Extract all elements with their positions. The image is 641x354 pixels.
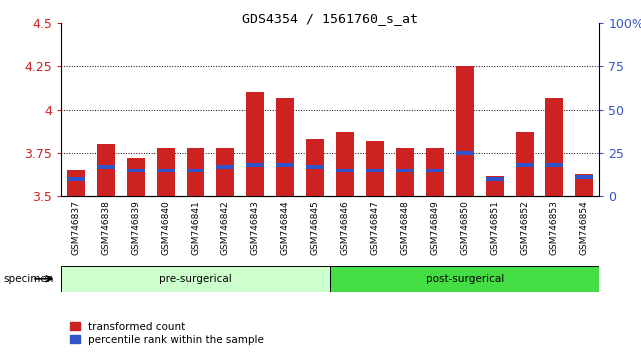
Bar [97,165,115,169]
Bar [426,148,444,196]
Bar [67,177,85,181]
Text: post-surgerical: post-surgerical [426,274,504,284]
Bar [545,98,563,196]
Bar [187,169,204,172]
Bar [246,92,264,196]
Bar [396,169,414,172]
Bar [456,151,474,155]
Bar [366,141,384,196]
Text: GSM746845: GSM746845 [311,200,320,255]
Bar [156,169,174,172]
Bar [366,169,384,172]
Text: GDS4354 / 1561760_s_at: GDS4354 / 1561760_s_at [242,12,418,25]
Bar [67,171,85,196]
Bar [426,169,444,172]
Bar [306,139,324,196]
Text: GSM746841: GSM746841 [191,200,200,255]
Bar [276,163,294,167]
Bar [515,132,533,196]
Bar [336,132,354,196]
Text: pre-surgerical: pre-surgerical [159,274,232,284]
Legend: transformed count, percentile rank within the sample: transformed count, percentile rank withi… [66,317,268,349]
Bar [486,177,504,181]
Text: GSM746850: GSM746850 [460,200,469,255]
Text: GSM746854: GSM746854 [580,200,589,255]
Bar [486,176,504,196]
Text: GSM746840: GSM746840 [161,200,170,255]
Text: GSM746837: GSM746837 [71,200,80,255]
Bar [330,266,599,292]
Bar [217,148,235,196]
Bar [545,163,563,167]
Bar [515,163,533,167]
Bar [396,148,414,196]
Text: GSM746846: GSM746846 [340,200,349,255]
Text: GSM746848: GSM746848 [401,200,410,255]
Text: GSM746849: GSM746849 [430,200,439,255]
Bar [576,176,594,179]
Bar [217,165,235,169]
Bar [306,165,324,169]
Text: specimen: specimen [3,274,54,284]
Bar [97,144,115,196]
Text: GSM746851: GSM746851 [490,200,499,255]
Text: GSM746839: GSM746839 [131,200,140,255]
Bar [576,174,594,196]
Text: GSM746843: GSM746843 [251,200,260,255]
Text: GSM746844: GSM746844 [281,200,290,255]
Text: GSM746838: GSM746838 [101,200,110,255]
Bar [456,67,474,196]
Bar [276,98,294,196]
Bar [127,158,145,196]
Bar [127,169,145,172]
Text: GSM746847: GSM746847 [370,200,379,255]
Bar [336,169,354,172]
Text: GSM746842: GSM746842 [221,200,230,255]
Bar [61,266,330,292]
Bar [187,148,204,196]
Bar [156,148,174,196]
Text: GSM746853: GSM746853 [550,200,559,255]
Text: GSM746852: GSM746852 [520,200,529,255]
Bar [246,163,264,167]
